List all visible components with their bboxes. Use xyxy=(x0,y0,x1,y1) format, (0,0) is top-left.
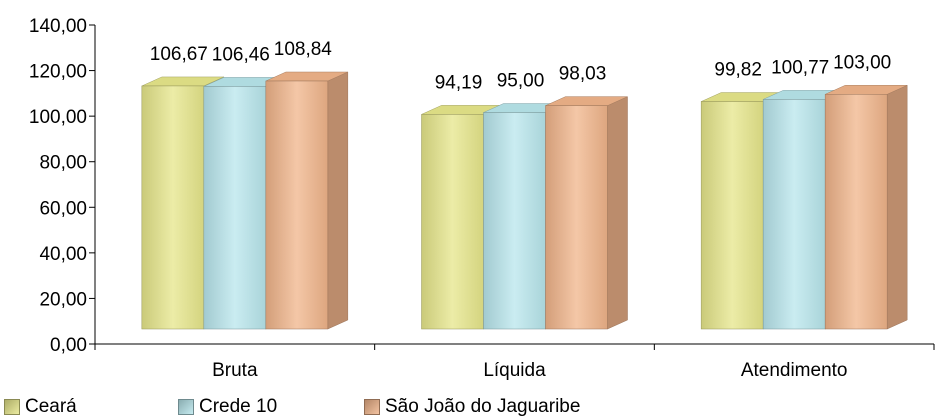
legend-label: Crede 10 xyxy=(199,396,278,417)
y-tick-label: 20,00 xyxy=(39,289,87,310)
x-tick-label: Atendimento xyxy=(741,360,848,381)
legend-item-crede-10: Crede 10 xyxy=(174,395,360,419)
bars xyxy=(141,71,908,330)
y-tick-label: 100,00 xyxy=(29,107,87,128)
bar xyxy=(824,84,908,330)
bar-front xyxy=(265,80,329,330)
bar xyxy=(545,96,628,330)
bar-front xyxy=(421,114,484,330)
data-label: 100,77 xyxy=(771,57,829,78)
bar-side xyxy=(327,71,349,330)
bar xyxy=(265,71,349,330)
bar-front xyxy=(700,101,764,330)
x-axis: Bruta Líquida Atendimento xyxy=(94,343,935,381)
bar-front xyxy=(141,85,205,330)
legend-swatch xyxy=(178,399,194,415)
bar-front xyxy=(203,86,267,330)
bar-front xyxy=(824,94,888,330)
y-axis: 0,00 20,00 40,00 60,00 80,00 100,00 120,00 140,… xyxy=(29,16,96,356)
data-label: 108,84 xyxy=(274,39,333,60)
data-labels: 106,67 106,46 108,84 94,19 95,00 98,03 99,82 10… xyxy=(150,39,891,93)
legend-item-sao-joao-do-jaguaribe: São João do Jaguaribe xyxy=(360,395,580,419)
y-tick-label: 80,00 xyxy=(39,153,87,174)
bar-side xyxy=(607,96,628,330)
data-label: 103,00 xyxy=(833,52,891,73)
x-tick-label: Bruta xyxy=(212,360,258,381)
data-label: 106,67 xyxy=(150,44,208,65)
bar-front xyxy=(545,105,608,330)
data-label: 94,19 xyxy=(435,72,483,93)
data-label: 106,46 xyxy=(212,44,270,65)
data-label: 98,03 xyxy=(559,64,607,85)
legend-label: Ceará xyxy=(25,396,77,417)
y-tick-label: 40,00 xyxy=(39,244,87,265)
y-tick-label: 0,00 xyxy=(50,335,87,356)
y-tick-label: 120,00 xyxy=(29,62,87,83)
legend-swatch xyxy=(364,399,380,415)
y-tick-label: 60,00 xyxy=(39,198,87,219)
bar-side xyxy=(886,84,908,330)
y-tick-label: 140,00 xyxy=(29,16,87,37)
legend-label: São João do Jaguaribe xyxy=(385,396,581,417)
bar-front xyxy=(483,112,546,330)
legend: Ceará Crede 10 São João do Jaguaribe xyxy=(0,395,580,419)
data-label: 99,82 xyxy=(714,60,762,81)
x-tick-label: Líquida xyxy=(483,360,546,381)
data-label: 95,00 xyxy=(497,71,545,92)
bar-front xyxy=(762,99,826,330)
legend-swatch xyxy=(4,399,20,415)
legend-item-ceara: Ceará xyxy=(0,395,174,419)
